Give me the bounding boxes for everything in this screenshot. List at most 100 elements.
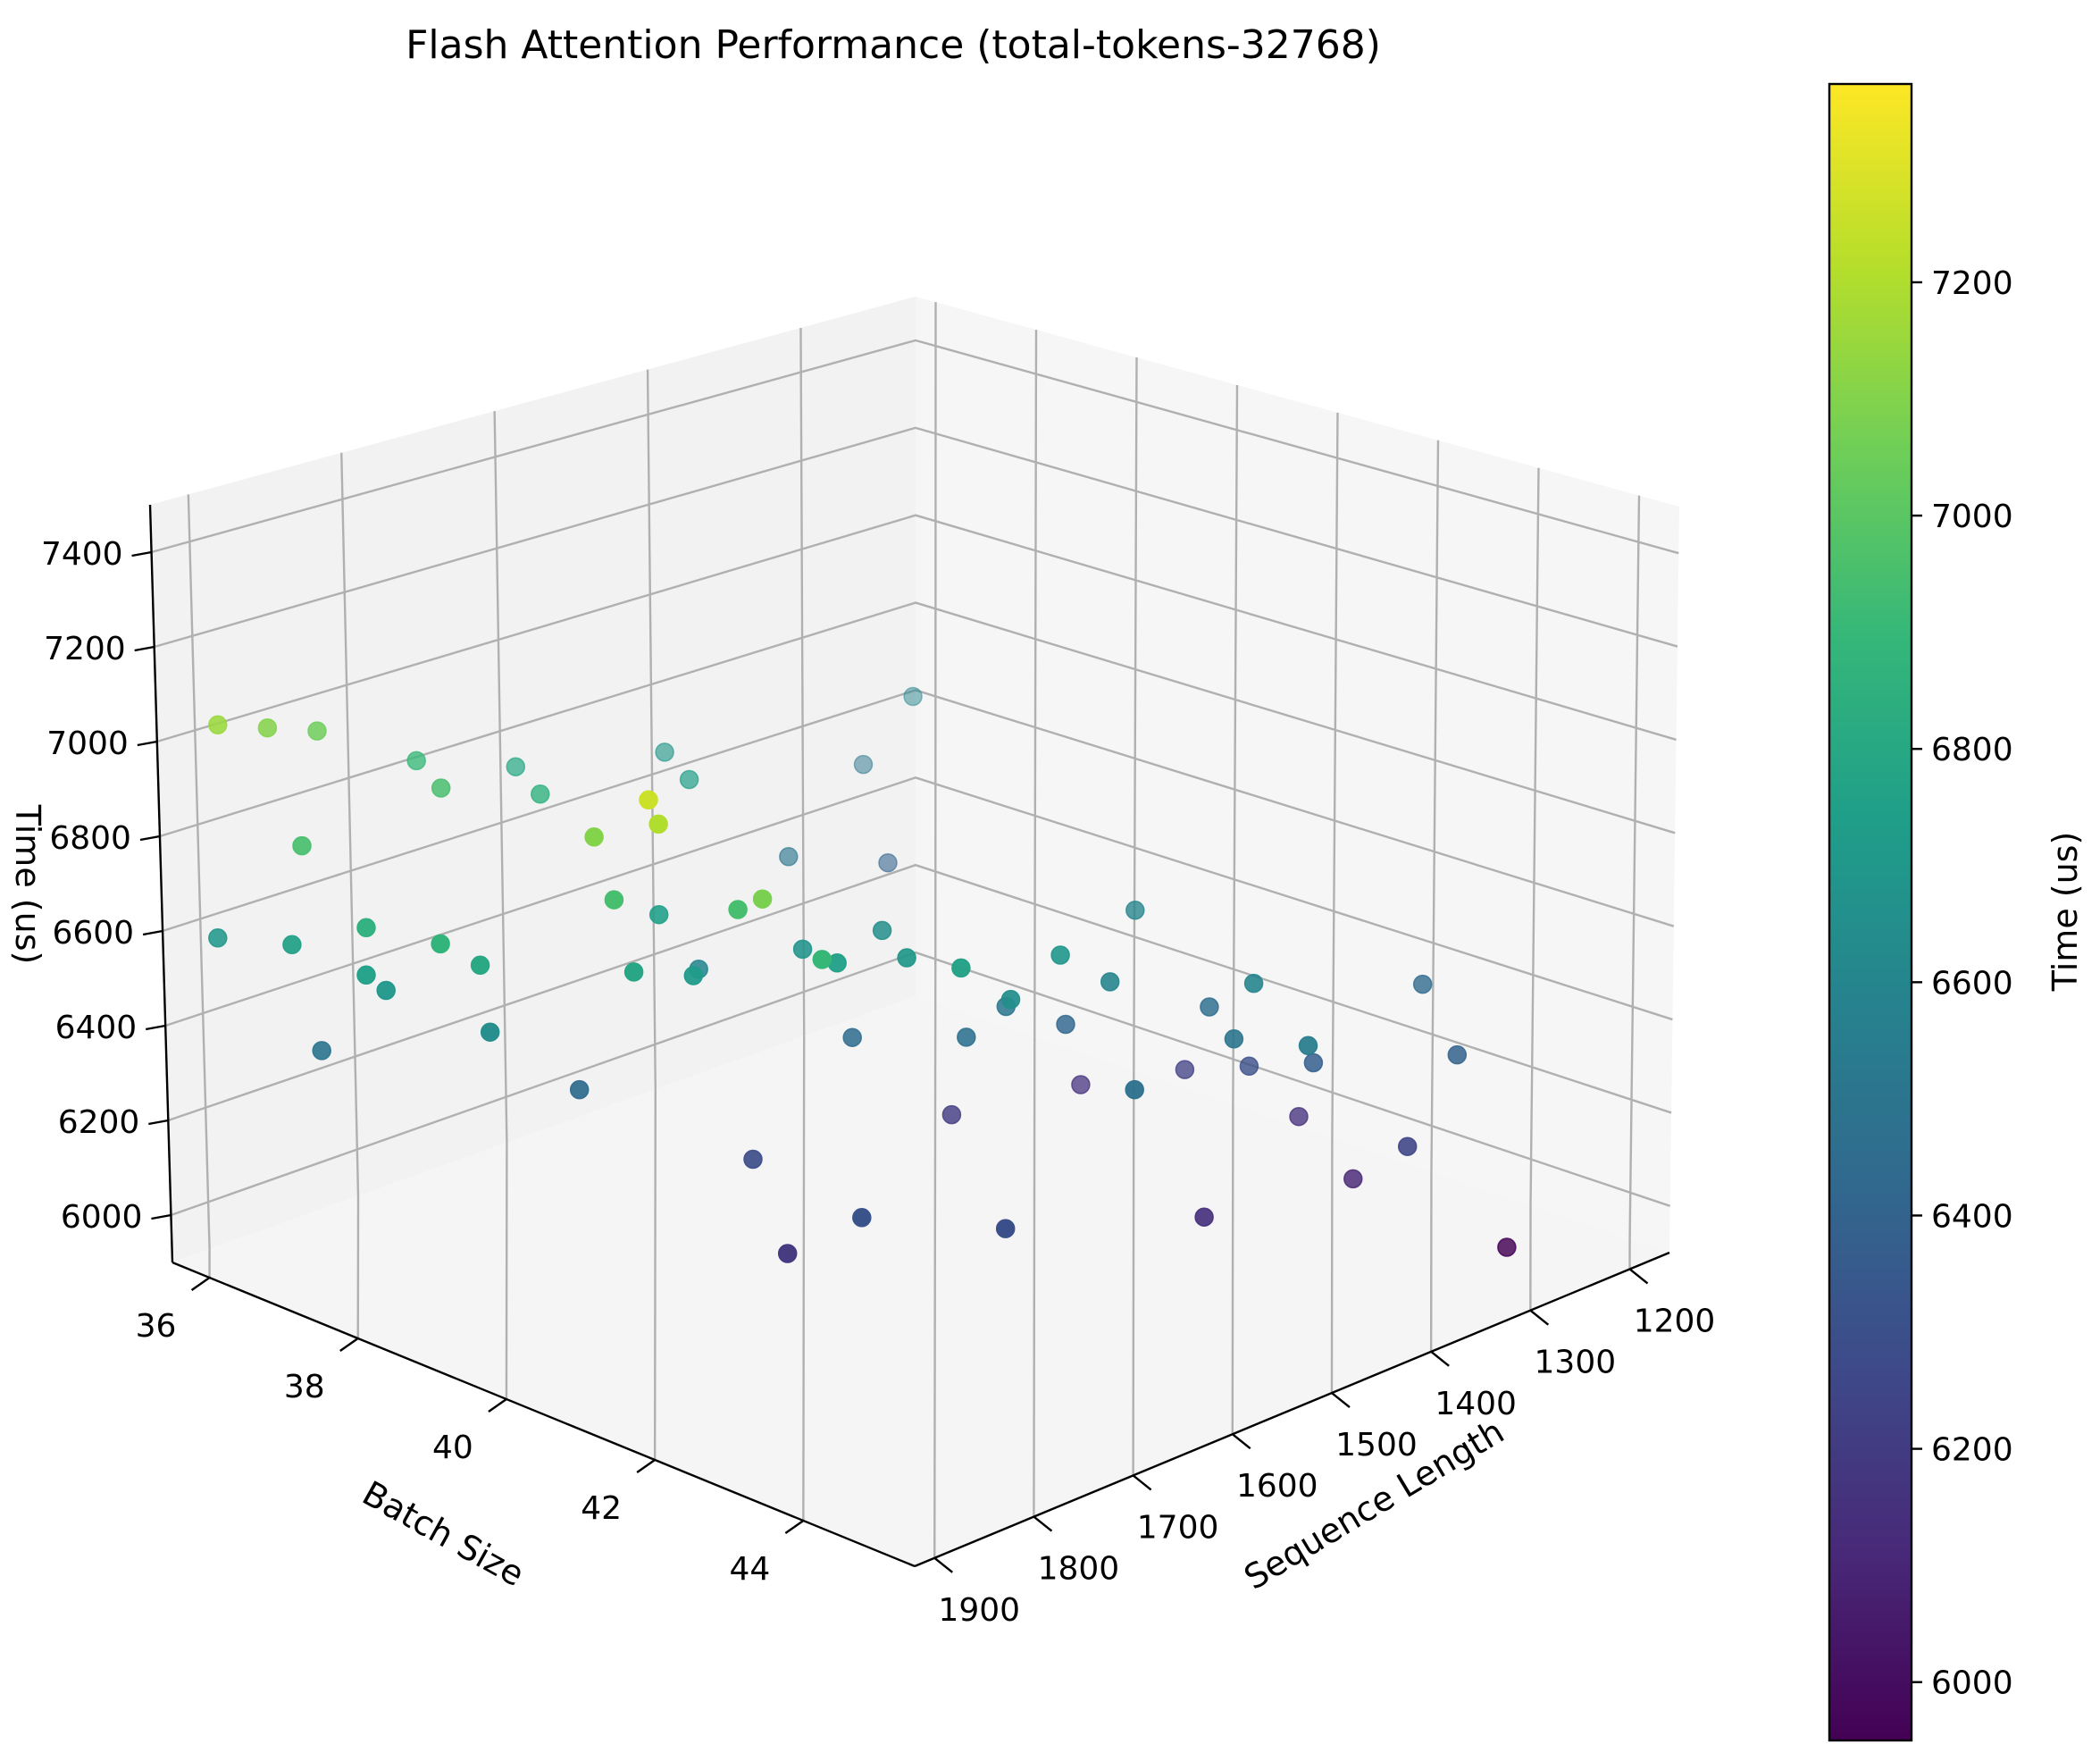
data-point (743, 1149, 763, 1170)
x-tick-mark (1529, 1309, 1550, 1326)
data-point (376, 980, 396, 1001)
z-tick-label: 6200 (58, 1104, 140, 1141)
right-back-pane (916, 297, 1679, 1253)
y-tick-mark (190, 1277, 211, 1291)
colorbar-tick-label: 6200 (1931, 1432, 2013, 1469)
x-gridline-wall (1232, 384, 1239, 1104)
data-point (852, 1208, 872, 1228)
data-point (683, 966, 704, 985)
x-gridline-floor (1033, 1036, 1036, 1517)
data-point (406, 751, 426, 771)
colorbar-tick-label: 6000 (1931, 1665, 2013, 1702)
data-point (951, 958, 971, 978)
x-gridline-wall (1628, 495, 1641, 1239)
data-point (480, 1022, 500, 1042)
y-gridline-wall (646, 369, 657, 1090)
data-point (728, 900, 748, 919)
z-tick-label: 6600 (52, 915, 134, 952)
z-tick-mark (134, 645, 155, 652)
data-point (1303, 1052, 1324, 1073)
x-tick-label: 1200 (1634, 1303, 1716, 1339)
x-tick-mark (1628, 1268, 1649, 1285)
data-point (853, 754, 874, 775)
data-point (872, 920, 892, 941)
x-tick-label: 1600 (1236, 1468, 1318, 1505)
data-point (431, 778, 451, 798)
data-point (208, 928, 228, 948)
x-gridline-wall (1529, 467, 1540, 1206)
data-point (1224, 1029, 1244, 1049)
data-point (639, 790, 658, 810)
data-point (1298, 1036, 1318, 1056)
data-point (1497, 1237, 1517, 1257)
x-tick-label: 1700 (1137, 1509, 1219, 1546)
x-tick-mark (933, 1556, 953, 1573)
x-tick-label: 1800 (1038, 1551, 1120, 1588)
x-tick-mark (1132, 1474, 1152, 1491)
x-tick-label: 1900 (938, 1592, 1020, 1629)
data-point (1412, 974, 1433, 994)
y-tick-label: 38 (284, 1369, 325, 1405)
x-gridline-wall (1033, 330, 1038, 1037)
y-tick-mark (339, 1338, 359, 1352)
data-point (1397, 1136, 1418, 1156)
z-tick-label: 7400 (41, 536, 123, 573)
y-tick-label: 36 (136, 1308, 177, 1345)
y-gridline-wall (187, 494, 211, 1250)
z-gridline (154, 426, 1678, 649)
data-point (878, 852, 898, 873)
data-point (679, 769, 699, 790)
z-gridline (156, 514, 1677, 743)
z-tick-mark (131, 550, 152, 558)
colorbar-gradient (1828, 82, 1913, 1742)
z-gridline (164, 776, 1673, 1027)
z-tick-mark (151, 1213, 172, 1220)
chart-panes (150, 297, 1679, 1566)
data-point (842, 1027, 862, 1047)
data-point (1243, 973, 1264, 994)
x-tick-mark (1232, 1433, 1251, 1450)
data-point (752, 889, 773, 909)
data-point (903, 686, 923, 707)
x-tick-label: 1400 (1435, 1386, 1517, 1422)
data-point (1200, 997, 1219, 1017)
z-tick-mark (148, 1119, 169, 1126)
data-point (995, 1219, 1016, 1238)
data-point (792, 939, 813, 960)
z-tick-label: 7200 (44, 631, 126, 667)
z-gridline (162, 689, 1675, 933)
y-gridline-wall (340, 452, 360, 1196)
y-gridline-floor (653, 1089, 657, 1461)
colorbar-tick-label: 6800 (1931, 732, 2013, 768)
z-gridline (167, 863, 1672, 1122)
x-gridline-wall (1331, 412, 1339, 1138)
data-point (1071, 1075, 1091, 1094)
chart-title: Flash Attention Performance (total-token… (406, 22, 1381, 68)
data-point (584, 827, 604, 847)
y-tick-mark (488, 1398, 507, 1413)
x-axis-line (914, 1251, 1670, 1568)
data-point (1056, 1014, 1075, 1035)
z-axis-line (148, 504, 174, 1263)
y-axis-label: Batch Size (356, 1473, 531, 1594)
x-tick-label: 1500 (1335, 1427, 1418, 1463)
data-point (1125, 901, 1145, 920)
z-gridline (151, 339, 1679, 555)
z-tick-label: 6400 (55, 1010, 138, 1046)
data-point (1100, 972, 1120, 992)
data-point (1447, 1044, 1468, 1065)
z-gridline (171, 951, 1671, 1217)
chart-axes: 6000 6200 6400 6600 6800 7000 7200 7400 1200 1300… (41, 504, 1716, 1629)
data-point (1175, 1060, 1195, 1079)
x-gridline-floor (1231, 1103, 1234, 1435)
data-point (257, 717, 278, 738)
z-tick-mark (142, 929, 163, 936)
data-point (208, 715, 228, 735)
data-point (356, 965, 376, 985)
data-point (1343, 1169, 1363, 1189)
chart-grid (151, 302, 1679, 1558)
x-tick-mark (1033, 1515, 1053, 1532)
y-tick-label: 40 (432, 1430, 473, 1466)
